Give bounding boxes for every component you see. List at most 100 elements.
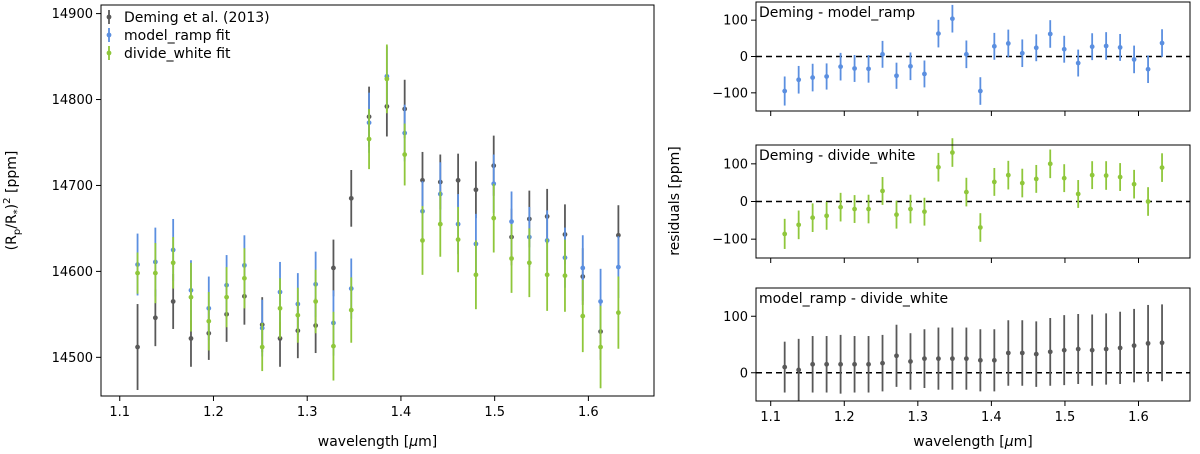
data-point <box>313 299 319 304</box>
legend-marker-dot <box>106 14 112 20</box>
data-point <box>1075 191 1081 197</box>
data-point <box>1145 199 1151 204</box>
y-tick-label: 14700 <box>52 179 93 194</box>
data-point <box>880 360 885 366</box>
data-point <box>1019 50 1025 56</box>
data-point <box>1159 340 1165 346</box>
axes-frame <box>100 4 655 397</box>
data-point <box>838 64 843 70</box>
data-point <box>824 74 830 79</box>
data-point <box>950 16 955 22</box>
data-point <box>977 88 983 94</box>
data-point <box>615 310 621 316</box>
data-point <box>936 31 941 37</box>
data-point <box>331 343 336 349</box>
data-point <box>348 307 354 313</box>
data-point <box>598 299 603 304</box>
data-point <box>170 260 176 266</box>
data-point <box>1103 346 1109 352</box>
data-point <box>991 357 997 363</box>
data-point <box>796 77 802 83</box>
data-point <box>880 51 885 57</box>
data-point <box>1033 351 1039 357</box>
panel-residual-2: −100 0 100 Deming - divide_white residuals [… <box>667 138 1191 263</box>
data-point <box>866 206 871 212</box>
y-tick-label: 0 <box>740 195 748 210</box>
data-point <box>852 361 857 367</box>
legend-entry: model_ramp fit <box>124 28 231 44</box>
data-point <box>1159 165 1165 171</box>
data-point <box>259 344 265 350</box>
data-point <box>1075 60 1081 66</box>
data-point <box>894 212 899 218</box>
data-point <box>295 312 301 318</box>
data-point <box>950 356 955 362</box>
data-point <box>1047 161 1053 167</box>
panel-residual-1: −100 0 100 Deming - model_ramp <box>712 1 1191 116</box>
data-point <box>455 177 461 183</box>
data-point <box>1033 176 1039 182</box>
data-point <box>491 215 497 221</box>
data-point <box>206 318 212 324</box>
data-point <box>1117 174 1123 180</box>
data-point <box>580 265 586 271</box>
panel-title: model_ramp - divide_white <box>759 291 948 307</box>
data-point <box>188 336 194 341</box>
data-point <box>384 76 390 82</box>
data-point <box>922 209 927 215</box>
data-point <box>1089 172 1095 178</box>
data-point <box>796 222 802 228</box>
data-point <box>1075 346 1081 352</box>
y-tick-label: 100 <box>723 14 748 29</box>
y-tick-label: 100 <box>723 310 748 325</box>
y-tick-label: 100 <box>723 157 748 172</box>
data-point <box>615 264 621 270</box>
data-point <box>894 353 899 359</box>
data-point <box>782 231 788 237</box>
data-point <box>810 361 816 367</box>
axes-frame <box>755 287 1191 402</box>
y-tick-label: 14900 <box>52 7 93 22</box>
data-point <box>824 361 830 367</box>
y-tick-label: 14500 <box>52 351 93 366</box>
data-point <box>473 272 479 278</box>
x-tick-label: 1.5 <box>484 405 505 420</box>
y-axis-label: residuals [ppm] <box>667 146 683 256</box>
x-tick-label: 1.1 <box>109 405 130 420</box>
y-tick-label: 14800 <box>52 93 93 108</box>
data-point <box>810 215 816 221</box>
data-point <box>331 265 336 271</box>
data-point <box>242 275 247 281</box>
data-point <box>1005 172 1011 178</box>
data-point <box>908 359 913 364</box>
panel-residual-3: 1.1 1.2 1.3 1.4 1.5 1.6 0 100 model_ramp - divid… <box>723 287 1191 450</box>
y-tick-label: −100 <box>712 233 748 248</box>
data-point <box>1145 340 1151 346</box>
data-point <box>526 260 532 266</box>
data-point <box>936 164 941 170</box>
data-point <box>188 294 194 300</box>
data-point <box>936 356 941 362</box>
legend-marker-dot <box>106 50 112 56</box>
legend-entry: divide_white fit <box>124 46 231 62</box>
x-tick-label: 1.2 <box>203 405 224 420</box>
data-point <box>1089 347 1095 353</box>
data-point <box>852 206 857 212</box>
data-point <box>580 313 586 319</box>
data-point <box>1061 347 1067 353</box>
legend: Deming et al. (2013) model_ramp fit divide… <box>106 10 270 62</box>
data-point <box>1089 44 1095 50</box>
data-point <box>866 361 871 367</box>
data-point <box>1019 350 1025 356</box>
panel-title: Deming - model_ramp <box>759 5 915 21</box>
data-point <box>170 299 176 304</box>
data-point <box>1047 31 1053 37</box>
y-tick-label: 0 <box>740 50 748 65</box>
data-point <box>1131 57 1137 62</box>
data-point <box>509 256 514 261</box>
data-point <box>366 136 372 142</box>
data-point <box>1061 46 1067 52</box>
legend-entry: Deming et al. (2013) <box>124 10 270 26</box>
data-point <box>509 219 514 224</box>
